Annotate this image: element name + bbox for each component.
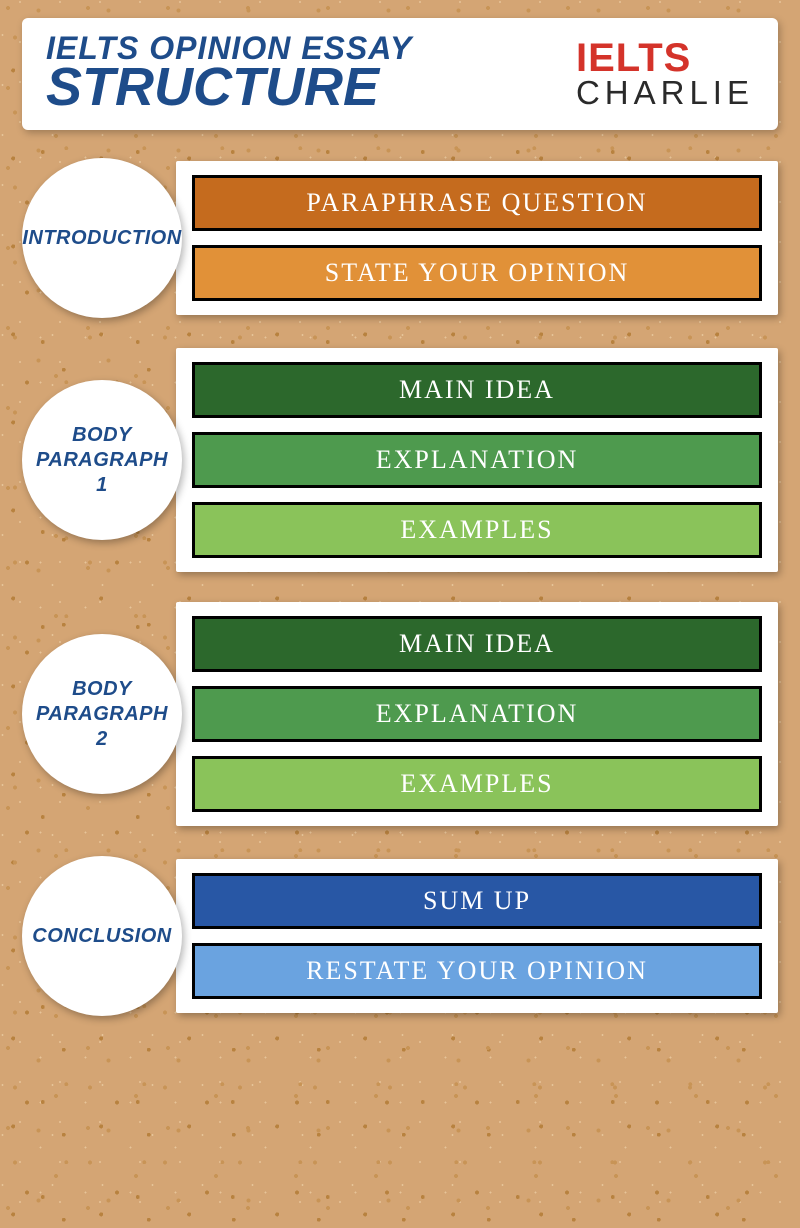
content-bar: EXAMPLES: [192, 756, 762, 812]
section-row: BODY PARAGRAPH 2 MAIN IDEA EXPLANATION EXAM…: [22, 602, 778, 826]
title-block: IELTS OPINION ESSAY STRUCTURE: [46, 32, 412, 114]
logo-top: IELTS: [576, 38, 754, 78]
logo: IELTS CHARLIE: [576, 38, 754, 109]
section-label: BODY PARAGRAPH 2: [36, 677, 168, 752]
section-label: INTRODUCTION: [22, 226, 181, 251]
content-bar: RESTATE YOUR OPINION: [192, 943, 762, 999]
logo-bottom: CHARLIE: [576, 76, 754, 109]
section-row: INTRODUCTION PARAPHRASE QUESTION STATE YOU…: [22, 158, 778, 318]
content-bar: MAIN IDEA: [192, 362, 762, 418]
section-card: MAIN IDEA EXPLANATION EXAMPLES: [176, 348, 778, 572]
section-circle: CONCLUSION: [22, 856, 182, 1016]
section-card: SUM UP RESTATE YOUR OPINION: [176, 859, 778, 1013]
section-label: BODY PARAGRAPH 1: [36, 423, 168, 498]
section-circle: BODY PARAGRAPH 1: [22, 380, 182, 540]
content-bar: EXPLANATION: [192, 432, 762, 488]
content-bar: PARAPHRASE QUESTION: [192, 175, 762, 231]
section-circle: BODY PARAGRAPH 2: [22, 634, 182, 794]
content-bar: SUM UP: [192, 873, 762, 929]
content-bar: MAIN IDEA: [192, 616, 762, 672]
sections-container: INTRODUCTION PARAPHRASE QUESTION STATE YOU…: [22, 158, 778, 1016]
title-line-2: STRUCTURE: [46, 60, 412, 114]
section-label: CONCLUSION: [32, 924, 171, 949]
section-card: PARAPHRASE QUESTION STATE YOUR OPINION: [176, 161, 778, 315]
content-bar: EXAMPLES: [192, 502, 762, 558]
content-bar: EXPLANATION: [192, 686, 762, 742]
section-row: BODY PARAGRAPH 1 MAIN IDEA EXPLANATION EXAM…: [22, 348, 778, 572]
content-bar: STATE YOUR OPINION: [192, 245, 762, 301]
section-row: CONCLUSION SUM UP RESTATE YOUR OPINION: [22, 856, 778, 1016]
header-card: IELTS OPINION ESSAY STRUCTURE IELTS CHAR…: [22, 18, 778, 130]
section-circle: INTRODUCTION: [22, 158, 182, 318]
section-card: MAIN IDEA EXPLANATION EXAMPLES: [176, 602, 778, 826]
